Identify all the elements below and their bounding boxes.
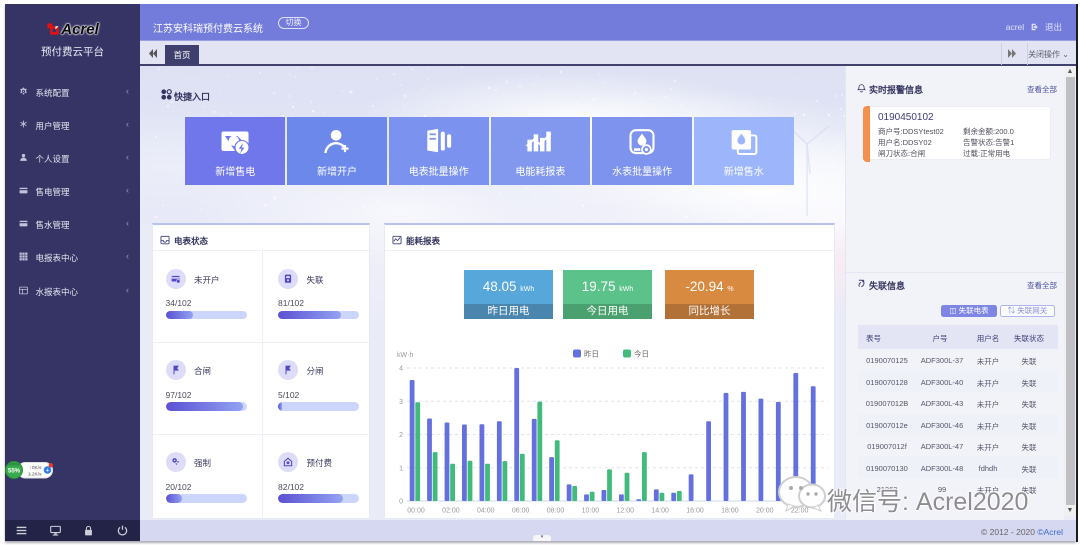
svg-text:1: 1 bbox=[399, 465, 403, 472]
svg-text:55%: 55% bbox=[8, 469, 21, 475]
svg-text:20:00: 20:00 bbox=[756, 508, 774, 515]
svg-text:0: 0 bbox=[399, 499, 403, 506]
svg-text:+: + bbox=[46, 468, 49, 474]
svg-text:02:00: 02:00 bbox=[442, 508, 460, 515]
svg-text:22:00: 22:00 bbox=[791, 508, 809, 515]
svg-text:↓: ↓ bbox=[29, 473, 31, 478]
svg-text:1.2K/s: 1.2K/s bbox=[28, 472, 42, 478]
svg-text:08:00: 08:00 bbox=[547, 508, 565, 515]
svg-text:4: 4 bbox=[399, 366, 403, 373]
svg-text:04:00: 04:00 bbox=[477, 508, 495, 515]
svg-text:14:00: 14:00 bbox=[651, 508, 669, 515]
svg-text:今日: 今日 bbox=[634, 349, 649, 359]
svg-text:10:00: 10:00 bbox=[582, 508, 600, 515]
svg-text:06:00: 06:00 bbox=[512, 508, 530, 515]
svg-text:2: 2 bbox=[399, 432, 403, 439]
svg-text:16:00: 16:00 bbox=[686, 508, 704, 515]
svg-text:18:00: 18:00 bbox=[721, 508, 739, 515]
svg-text:0K/s: 0K/s bbox=[32, 465, 42, 471]
svg-text:kW·h: kW·h bbox=[397, 352, 413, 359]
svg-text:12:00: 12:00 bbox=[617, 508, 635, 515]
svg-text:昨日: 昨日 bbox=[584, 349, 599, 359]
svg-text:↑: ↑ bbox=[29, 466, 31, 471]
svg-text:00:00: 00:00 bbox=[407, 508, 425, 515]
svg-text:3: 3 bbox=[399, 399, 403, 406]
